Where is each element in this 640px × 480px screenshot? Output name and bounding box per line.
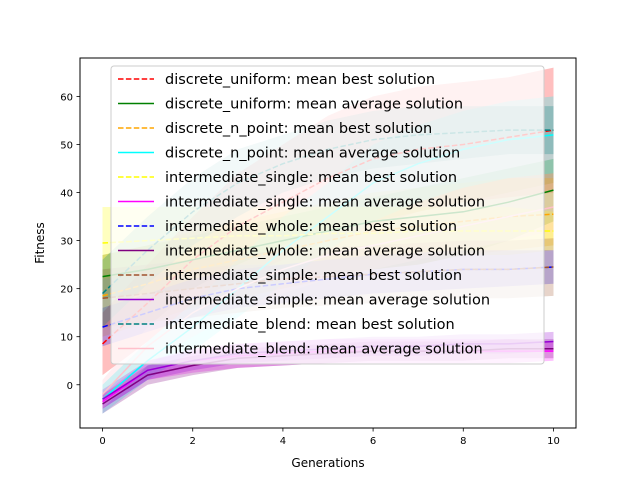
y-tick-label: 20 [60, 285, 73, 296]
y-tick-label: 10 [60, 333, 73, 344]
y-axis: 0 10 20 30 40 50 60 [60, 92, 80, 392]
x-axis: 0 2 4 6 8 10 [99, 428, 560, 447]
y-tick-label: 60 [60, 92, 73, 103]
legend-label-discrete-n-point-mean-average-solution: discrete_n_point: mean average solution [165, 146, 460, 162]
x-tick-label: 0 [99, 436, 105, 447]
legend-label-intermediate-single-mean-average-solution: intermediate_single: mean average soluti… [165, 195, 485, 211]
y-tick-label: 40 [60, 189, 73, 200]
y-axis-label: Fitness [33, 222, 47, 264]
x-tick-label: 4 [280, 436, 286, 447]
legend-label-discrete-uniform-mean-best-solution: discrete_uniform: mean best solution [165, 72, 435, 88]
y-tick-label: 30 [60, 237, 73, 248]
legend-label-discrete-n-point-mean-best-solution: discrete_n_point: mean best solution [165, 121, 432, 137]
legend-label-intermediate-whole-mean-average-solution: intermediate_whole: mean average solutio… [165, 244, 485, 260]
legend-label-intermediate-blend-mean-average-solution: intermediate_blend: mean average solutio… [165, 342, 483, 358]
x-tick-label: 2 [190, 436, 196, 447]
y-tick-label: 0 [67, 381, 73, 392]
y-tick-label: 50 [60, 140, 73, 151]
x-tick-label: 8 [460, 436, 466, 447]
plot-frame [79, 57, 577, 429]
legend-label-intermediate-whole-mean-best-solution: intermediate_whole: mean best solution [165, 219, 457, 235]
legend-label-intermediate-simple-mean-average-solution: intermediate_simple: mean average soluti… [165, 293, 490, 309]
x-tick-label: 6 [370, 436, 376, 447]
legend-label-intermediate-single-mean-best-solution: intermediate_single: mean best solution [165, 170, 457, 186]
legend-label-intermediate-simple-mean-best-solution: intermediate_simple: mean best solution [165, 268, 462, 284]
legend-box [110, 65, 545, 365]
x-axis-label: Generations [291, 456, 364, 470]
legend-label-discrete-uniform-mean-average-solution: discrete_uniform: mean average solution [165, 97, 463, 113]
legend: discrete_uniform: mean best solution disc… [110, 65, 545, 365]
x-tick-label: 10 [547, 436, 560, 447]
legend-label-intermediate-blend-mean-best-solution: intermediate_blend: mean best solution [165, 317, 455, 333]
